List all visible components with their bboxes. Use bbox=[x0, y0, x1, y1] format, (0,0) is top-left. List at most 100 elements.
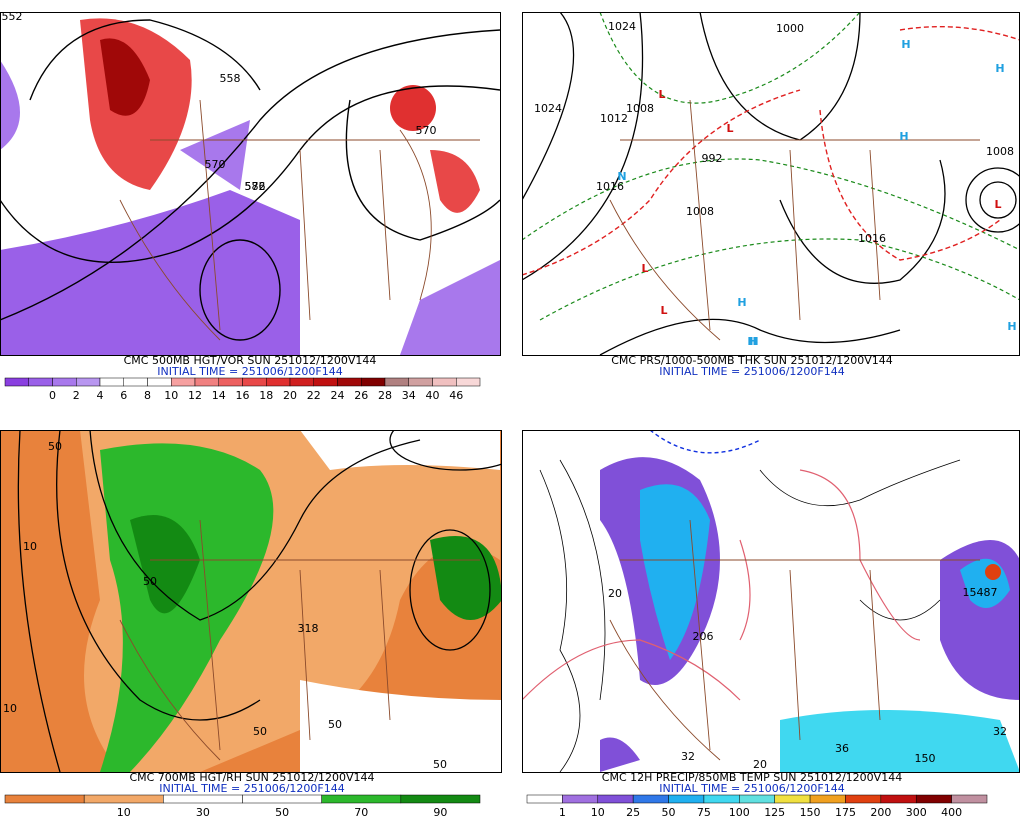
colorbar-swatch bbox=[289, 377, 314, 387]
colorbar-swatch bbox=[432, 377, 457, 387]
colorbar-label: 50 bbox=[662, 806, 676, 819]
panel-subtitle: INITIAL TIME = 251006/1200F144 bbox=[157, 365, 342, 378]
colorbar-swatch bbox=[83, 794, 164, 804]
colorbar-swatch bbox=[76, 377, 101, 387]
map-label: 50 bbox=[48, 440, 62, 453]
colorbar-swatch bbox=[632, 794, 669, 804]
colorbar-swatch bbox=[526, 794, 563, 804]
colorbar-label: 46 bbox=[449, 389, 463, 402]
map-label: 1024 bbox=[608, 20, 636, 33]
map-label: 1016 bbox=[596, 180, 624, 193]
colorbar-swatch bbox=[242, 794, 322, 804]
colorbar-swatch bbox=[313, 377, 338, 387]
map-label: H bbox=[737, 296, 746, 309]
colorbar-swatch bbox=[880, 794, 917, 804]
panel-title: CMC PRS/1000-500MB THK SUN 251012/1200V1… bbox=[611, 354, 892, 367]
colorbar-swatch bbox=[266, 377, 291, 387]
map-label: 576 bbox=[245, 180, 266, 193]
map-label: L bbox=[994, 198, 1001, 211]
map-label: 36 bbox=[835, 742, 849, 755]
colorbar-label: 1 bbox=[559, 806, 566, 819]
map-label: 1012 bbox=[600, 112, 628, 125]
colorbar-label: 4 bbox=[97, 389, 104, 402]
colorbar-label: 90 bbox=[433, 806, 447, 819]
colorbar-swatch bbox=[123, 377, 148, 387]
colorbar-swatch bbox=[739, 794, 775, 804]
colorbar-label: 40 bbox=[426, 389, 440, 402]
map-label: 318 bbox=[298, 622, 319, 635]
map-label: H bbox=[899, 130, 908, 143]
colorbar-swatch bbox=[337, 377, 362, 387]
colorbar-label: 12 bbox=[188, 389, 202, 402]
map-label: L bbox=[726, 122, 733, 135]
panel-subtitle: INITIAL TIME = 251006/1200F144 bbox=[659, 365, 844, 378]
colorbar-swatch bbox=[361, 377, 386, 387]
map-label: 32 bbox=[993, 725, 1007, 738]
map-label: 558 bbox=[220, 72, 241, 85]
colorbar-swatch bbox=[400, 794, 481, 804]
map-label: H bbox=[995, 62, 1004, 75]
colorbar-label: 150 bbox=[800, 806, 821, 819]
map-label: 570 bbox=[416, 124, 437, 137]
map-label: 10 bbox=[3, 702, 17, 715]
panel-title: CMC 700MB HGT/RH SUN 251012/1200V144 bbox=[129, 771, 374, 784]
colorbar-label: 50 bbox=[275, 806, 289, 819]
colorbar-label: 2 bbox=[73, 389, 80, 402]
map-label: 206 bbox=[693, 630, 714, 643]
colorbar-swatch bbox=[845, 794, 882, 804]
map-label: L bbox=[660, 304, 667, 317]
map-label: 1016 bbox=[858, 232, 886, 245]
map-label: H bbox=[749, 335, 758, 348]
map-label: 582 bbox=[245, 180, 266, 193]
colorbar-label: 0 bbox=[49, 389, 56, 402]
map-label: 1000 bbox=[776, 22, 804, 35]
map-label: H bbox=[901, 38, 910, 51]
map-label: 1008 bbox=[686, 205, 714, 218]
colorbar-swatch bbox=[242, 377, 267, 387]
colorbar-label: 25 bbox=[626, 806, 640, 819]
map-label: 1008 bbox=[986, 145, 1014, 158]
colorbar-swatch bbox=[99, 377, 124, 387]
colorbar-swatch bbox=[408, 377, 433, 387]
colorbar-swatch bbox=[915, 794, 952, 804]
colorbar-label: 16 bbox=[236, 389, 250, 402]
colorbar-swatch bbox=[321, 794, 402, 804]
colorbar-label: 18 bbox=[259, 389, 273, 402]
map-label: 992 bbox=[702, 152, 723, 165]
colorbar-label: 8 bbox=[144, 389, 151, 402]
colorbar-label: 75 bbox=[697, 806, 711, 819]
colorbar-label: 14 bbox=[212, 389, 226, 402]
map-label: 570 bbox=[205, 158, 226, 171]
colorbar-label: 10 bbox=[117, 806, 131, 819]
colorbar-label: 26 bbox=[354, 389, 368, 402]
colorbar-label: 300 bbox=[906, 806, 927, 819]
map-label: 1008 bbox=[626, 102, 654, 115]
colorbar-label: 100 bbox=[729, 806, 750, 819]
map-label: H bbox=[747, 335, 756, 348]
map-label: 50 bbox=[253, 725, 267, 738]
colorbar-swatch bbox=[597, 794, 634, 804]
vorticity-map bbox=[0, 12, 500, 355]
map-label: N bbox=[617, 170, 626, 183]
colorbar-label: 200 bbox=[870, 806, 891, 819]
colorbar-swatch bbox=[218, 377, 243, 387]
colorbar-label: 125 bbox=[764, 806, 785, 819]
colorbar-label: 400 bbox=[941, 806, 962, 819]
map-label: 15487 bbox=[963, 586, 998, 599]
panel-subtitle: INITIAL TIME = 251006/1200F144 bbox=[659, 782, 844, 795]
colorbar-swatch bbox=[774, 794, 811, 804]
colorbar-label: 28 bbox=[378, 389, 392, 402]
colorbar-label: 20 bbox=[283, 389, 297, 402]
map-label: 20 bbox=[753, 758, 767, 771]
colorbar-swatch bbox=[384, 377, 409, 387]
colorbar-swatch bbox=[562, 794, 599, 804]
map-label: L bbox=[641, 262, 648, 275]
precip-map bbox=[522, 430, 1020, 772]
colorbar-label: 34 bbox=[402, 389, 416, 402]
colorbar-label: 10 bbox=[591, 806, 605, 819]
pressure-map bbox=[522, 12, 1020, 355]
panel-title: CMC 12H PRECIP/850MB TEMP SUN 251012/120… bbox=[602, 771, 902, 784]
colorbar-swatch bbox=[28, 377, 53, 387]
map-label: 32 bbox=[681, 750, 695, 763]
